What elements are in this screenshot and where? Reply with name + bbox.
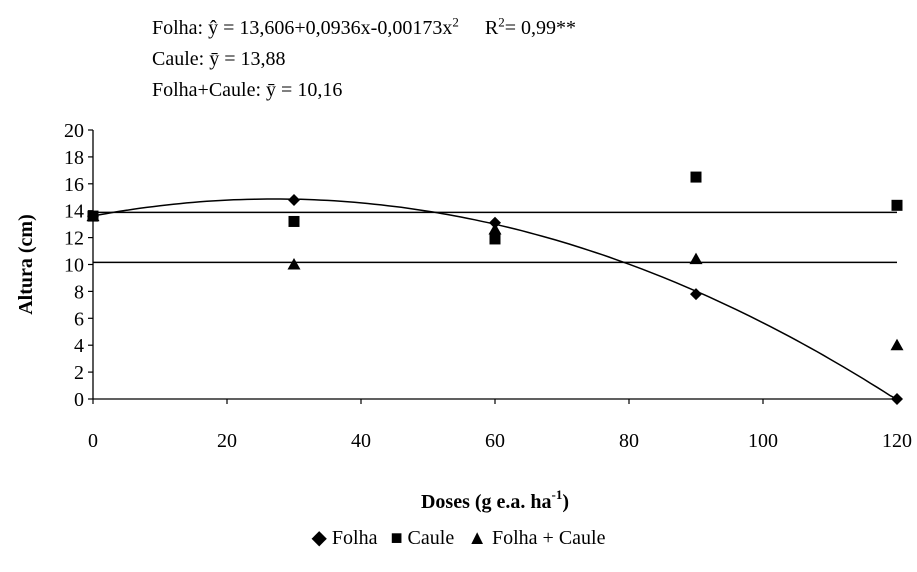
y-tick-label: 12 bbox=[64, 228, 84, 250]
axes bbox=[88, 129, 898, 404]
legend: ◆ Folha ■ Caule ▲ Folha + Caule bbox=[0, 525, 917, 550]
equation-caule-text: Caule: ȳ = 13,88 bbox=[152, 48, 286, 70]
square-icon: ■ bbox=[390, 527, 403, 549]
r-squared-value: = 0,99** bbox=[504, 17, 576, 39]
y-tick-label: 4 bbox=[74, 335, 84, 357]
triangle-icon: ▲ bbox=[467, 527, 487, 549]
point-1-3 bbox=[690, 171, 702, 183]
y-tick-label: 6 bbox=[74, 308, 84, 330]
x-tick-label: 100 bbox=[748, 430, 778, 452]
axis-labels: 0 2 4 6 8 10 12 14 16 18 20 0 20 40 60 80 100 120 Altura (… bbox=[15, 120, 912, 513]
equation-folha-text: Folha: ŷ = 13,606+0,0936x-0,00173x bbox=[152, 17, 453, 39]
x-tick-label: 60 bbox=[485, 430, 505, 452]
legend-label-folha: Folha bbox=[331, 527, 378, 549]
y-axis-title: Altura (cm) bbox=[15, 214, 37, 315]
legend-item-folha: ◆ Folha bbox=[312, 527, 378, 549]
y-tick-label: 16 bbox=[64, 174, 84, 196]
point-2-1 bbox=[287, 258, 301, 270]
point-1-4 bbox=[891, 199, 903, 211]
legend-item-caule: ■ Caule bbox=[390, 527, 454, 549]
point-2-2 bbox=[488, 223, 502, 235]
point-0-2 bbox=[489, 216, 501, 229]
y-tick-label: 18 bbox=[64, 147, 84, 169]
point-0-1 bbox=[288, 193, 300, 206]
y-tick-label: 2 bbox=[74, 362, 84, 384]
y-tick-label: 8 bbox=[74, 281, 84, 303]
point-1-2 bbox=[489, 233, 501, 245]
y-tick-label: 14 bbox=[64, 201, 84, 223]
equation-caule: Caule: ȳ = 13,88 bbox=[152, 47, 286, 71]
y-tick-label: 10 bbox=[64, 255, 84, 277]
legend-label-caule: Caule bbox=[407, 527, 455, 549]
x-axis-title: Doses (g e.a. ha-1) bbox=[421, 487, 569, 513]
x-tick-label: 120 bbox=[882, 430, 912, 452]
diamond-icon: ◆ bbox=[311, 527, 327, 549]
point-1-1 bbox=[288, 215, 300, 227]
y-tick-label: 20 bbox=[64, 120, 84, 142]
point-0-3 bbox=[690, 288, 702, 301]
r-squared-exponent: 2 bbox=[498, 14, 505, 30]
point-2-0 bbox=[86, 209, 100, 222]
x-tick-label: 20 bbox=[217, 430, 237, 452]
data-points bbox=[86, 171, 904, 405]
point-0-4 bbox=[891, 393, 903, 405]
y-tick-label: 0 bbox=[74, 389, 84, 411]
legend-item-folha-caule: ▲ Folha + Caule bbox=[467, 527, 605, 549]
equation-folha-caule-text: Folha+Caule: ȳ = 10,16 bbox=[152, 79, 343, 101]
point-2-3 bbox=[689, 252, 703, 265]
equation-folha-caule: Folha+Caule: ȳ = 10,16 bbox=[152, 78, 342, 102]
x-tick-label: 80 bbox=[619, 430, 639, 452]
r-squared-label: R bbox=[484, 17, 499, 39]
x-tick-label: 0 bbox=[88, 430, 98, 452]
legend-label-folha-caule: Folha + Caule bbox=[492, 527, 606, 549]
x-tick-label: 40 bbox=[351, 430, 371, 452]
point-2-4 bbox=[890, 338, 904, 351]
equation-folha: Folha: ŷ = 13,606+0,0936x-0,00173x2 R2= 0… bbox=[152, 14, 576, 40]
equation-folha-exponent: 2 bbox=[452, 14, 459, 30]
